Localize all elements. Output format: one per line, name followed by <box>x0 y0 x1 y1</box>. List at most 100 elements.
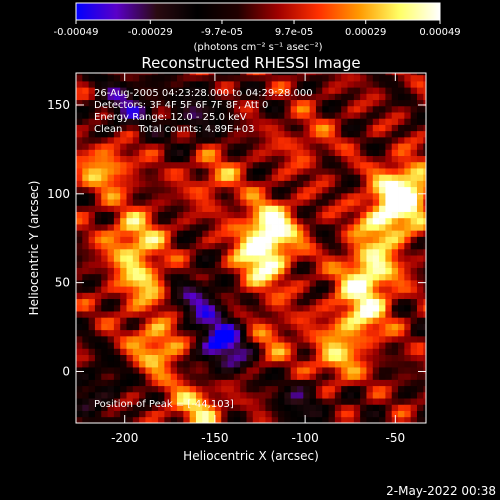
heatmap-cell <box>398 93 405 101</box>
heatmap-cell <box>164 304 172 312</box>
heatmap-cell <box>353 143 361 150</box>
heatmap-cell <box>391 112 399 119</box>
heatmap-cell <box>322 93 329 101</box>
heatmap-cell <box>309 367 317 374</box>
heatmap-cell <box>284 311 292 318</box>
heatmap-cell <box>170 205 178 212</box>
heatmap-cell <box>177 348 184 355</box>
heatmap-cell <box>183 199 191 206</box>
heatmap-cell <box>309 87 317 94</box>
heatmap-cell <box>88 87 96 94</box>
heatmap-cell <box>170 329 178 337</box>
heatmap-cell <box>385 329 393 337</box>
heatmap-cell <box>398 73 405 76</box>
heatmap-cell <box>170 180 178 188</box>
heatmap-cell <box>101 373 108 380</box>
heatmap-cell <box>416 354 424 362</box>
heatmap-cell <box>240 93 247 101</box>
heatmap-cell <box>360 379 367 387</box>
heatmap-cell <box>271 161 279 169</box>
heatmap-cell <box>246 292 254 300</box>
heatmap-cell <box>158 87 165 94</box>
heatmap-cell <box>82 105 90 113</box>
heatmap-cell <box>88 105 96 113</box>
heatmap-cell <box>341 236 348 244</box>
heatmap-cell <box>379 286 386 293</box>
heatmap-cell <box>278 224 285 231</box>
heatmap-cell <box>309 385 317 393</box>
heatmap-cell <box>208 398 216 405</box>
heatmap-cell <box>341 105 348 113</box>
heatmap-cell <box>158 74 165 82</box>
heatmap-cell <box>183 186 191 194</box>
heatmap-cell <box>113 248 121 256</box>
heatmap-cell <box>195 87 203 94</box>
heatmap-cell <box>170 292 178 300</box>
heatmap-cell <box>246 149 254 157</box>
heatmap-cell <box>120 304 127 312</box>
heatmap-cell <box>113 279 121 287</box>
heatmap-cell <box>315 224 323 231</box>
heatmap-cell <box>360 273 367 281</box>
heatmap-cell <box>372 74 380 82</box>
heatmap-cell <box>360 342 367 349</box>
heatmap-cell <box>278 118 285 125</box>
heatmap-cell <box>158 354 165 362</box>
heatmap-cell <box>164 385 172 393</box>
heatmap-cell <box>189 199 197 206</box>
heatmap-cell <box>145 379 153 387</box>
heatmap-cell <box>227 186 235 194</box>
heatmap-cell <box>164 236 172 244</box>
heatmap-cell <box>366 360 374 368</box>
heatmap-cell <box>177 335 184 343</box>
heatmap-cell <box>372 348 380 355</box>
heatmap-cell <box>76 404 83 411</box>
heatmap-cell <box>139 286 146 293</box>
heatmap-cell <box>145 298 153 306</box>
heatmap-cell <box>341 317 348 324</box>
heatmap-cell <box>246 174 254 181</box>
heatmap-cell <box>309 211 317 219</box>
heatmap-cell <box>391 99 399 107</box>
heatmap-cell <box>309 112 317 119</box>
heatmap-cell <box>107 211 115 219</box>
heatmap-cell <box>101 255 108 262</box>
heatmap-cell <box>132 217 140 225</box>
heatmap-cell <box>372 168 380 175</box>
heatmap-cell <box>353 329 361 337</box>
heatmap-cells <box>76 73 426 423</box>
heatmap-cell <box>252 230 260 237</box>
heatmap-cell <box>410 279 418 287</box>
heatmap-cell <box>107 99 115 107</box>
heatmap-cell <box>221 161 228 169</box>
heatmap-cell <box>145 367 153 374</box>
heatmap-cell <box>328 255 336 262</box>
heatmap-cell <box>334 304 342 312</box>
heatmap-cell <box>113 342 121 349</box>
heatmap-cell <box>423 286 426 293</box>
heatmap-cell <box>195 385 203 393</box>
heatmap-cell <box>189 174 197 181</box>
heatmap-cell <box>328 267 336 275</box>
heatmap-cell <box>233 317 241 324</box>
heatmap-cell <box>309 410 317 418</box>
heatmap-cell <box>120 192 127 200</box>
heatmap-cell <box>328 242 336 250</box>
heatmap-cell <box>76 410 83 418</box>
heatmap-cell <box>347 385 355 393</box>
heatmap-cell <box>170 416 178 423</box>
heatmap-cell <box>372 304 380 312</box>
heatmap-cell <box>202 118 209 125</box>
heatmap-cell <box>366 298 374 306</box>
heatmap-cell <box>322 130 329 138</box>
heatmap-cell <box>423 348 426 355</box>
heatmap-cell <box>252 161 260 169</box>
heatmap-cell <box>164 136 172 144</box>
heatmap-cell <box>214 311 222 318</box>
heatmap-cell <box>221 335 228 343</box>
heatmap-cell <box>372 149 380 157</box>
heatmap-cell <box>379 348 386 355</box>
heatmap-cell <box>360 186 367 194</box>
heatmap-cell <box>334 354 342 362</box>
heatmap-cell <box>315 385 323 393</box>
